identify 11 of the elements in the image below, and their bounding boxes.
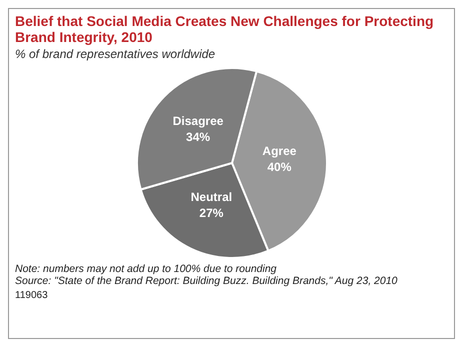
slice-label: Disagree (172, 114, 224, 128)
chart-subtitle: % of brand representatives worldwide (14, 46, 216, 63)
text: Note: numbers may not add up to 100% due to rounding (15, 263, 278, 275)
data-label: 40% (266, 160, 292, 174)
slice-label: Neutral (190, 190, 232, 204)
data-label: 27% (198, 206, 224, 220)
slice-label: Agree (262, 144, 296, 158)
source-note: Source: "State of the Brand Report: Building Buzz. Building Brands," Aug 23, 2010 (15, 275, 398, 287)
chart-title: Belief that Social Media Creates New Challenges for Protecting Brand Integrity, 2010 (14, 12, 435, 45)
data-label: 34% (186, 130, 210, 144)
text: 119063 (14, 289, 49, 303)
